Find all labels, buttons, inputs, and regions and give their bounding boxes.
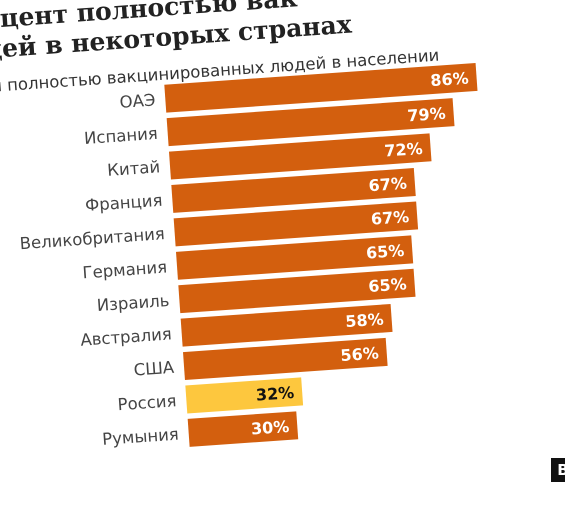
bar-highlight [185,377,304,414]
bar [166,98,455,147]
category-label: Россия [117,391,177,414]
category-label: Румыния [102,425,180,449]
category-label: Германия [82,258,168,283]
category-label: Великобритания [19,224,165,253]
publisher-logo: B [551,458,565,482]
value-label: 72% [384,139,424,161]
value-label: 86% [430,69,470,91]
category-label: Франция [84,191,163,215]
bar [164,62,478,113]
bar [173,201,419,247]
bar [175,235,414,280]
value-label: 58% [345,310,385,332]
category-label: Испания [83,124,158,148]
category-label: Израиль [96,291,170,315]
category-label: Австралия [80,324,173,349]
category-label: ОАЭ [119,90,156,111]
value-label: 65% [365,241,405,263]
value-label: 67% [368,174,408,196]
bar [183,337,388,381]
bar [180,303,393,347]
value-label: 32% [255,383,295,405]
value-label: 56% [340,343,380,365]
value-label: 30% [250,417,290,439]
bar [187,411,299,447]
bar [178,268,416,314]
value-label: 79% [407,104,447,126]
value-label: 67% [370,207,410,229]
bar [171,168,416,213]
bar [168,133,432,180]
category-label: Китай [107,157,161,180]
category-label: США [133,358,175,380]
value-label: 65% [368,274,408,296]
